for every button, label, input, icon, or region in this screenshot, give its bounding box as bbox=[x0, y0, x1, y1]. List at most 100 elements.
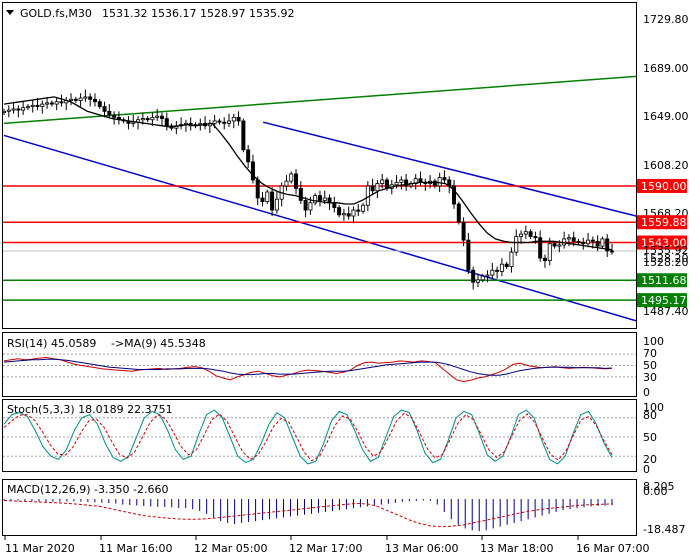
candle-body bbox=[485, 274, 490, 277]
rsi-label: RSI(14) 45.0589 bbox=[7, 337, 96, 350]
candle-body bbox=[442, 177, 447, 181]
rsi-lines bbox=[3, 356, 613, 383]
candle-body bbox=[394, 181, 399, 186]
price-tick: 1689.00 bbox=[643, 62, 689, 75]
candle-body bbox=[519, 233, 524, 237]
rsi-tick: 50 bbox=[643, 359, 657, 372]
candle-body bbox=[452, 185, 457, 205]
rsi-series-line bbox=[3, 358, 613, 376]
candle-body bbox=[54, 101, 59, 105]
rsi-tick: 100 bbox=[643, 335, 664, 348]
candle-body bbox=[547, 243, 552, 261]
time-tick: 12 Mar 05:00 bbox=[194, 542, 267, 555]
macd-tick: 8.205 bbox=[643, 480, 675, 493]
candle-body bbox=[16, 108, 21, 111]
candle-body bbox=[164, 118, 169, 127]
candle-body bbox=[499, 263, 504, 272]
time-tick: 11 Mar 2020 bbox=[5, 542, 75, 555]
level-label-text: 1590.00 bbox=[641, 180, 687, 193]
candle-body bbox=[270, 191, 275, 211]
rsi-tick: 0 bbox=[643, 386, 650, 399]
level-label-box bbox=[637, 293, 687, 308]
candle-body bbox=[590, 239, 595, 242]
dropdown-triangle-icon[interactable] bbox=[6, 10, 14, 15]
current-price-label: 1535.92 bbox=[643, 244, 689, 257]
candle-body bbox=[92, 98, 97, 103]
candle-body bbox=[246, 149, 251, 163]
candle-body bbox=[102, 106, 107, 112]
candle-body bbox=[227, 120, 232, 124]
candle-body bbox=[308, 202, 313, 211]
trendline-blue-channel-top bbox=[262, 121, 637, 217]
candle-body bbox=[241, 120, 246, 151]
candle-body bbox=[600, 238, 605, 247]
candle-body bbox=[384, 179, 389, 189]
candle-body bbox=[40, 103, 45, 107]
candle-body bbox=[538, 237, 543, 259]
stoch-tick: 80 bbox=[643, 409, 657, 422]
candle-body bbox=[562, 238, 567, 246]
stoch-lines bbox=[3, 409, 613, 465]
candle-body bbox=[107, 110, 112, 116]
candle-body bbox=[475, 279, 480, 283]
level-label-box bbox=[637, 215, 687, 230]
price-tick: 1487.40 bbox=[643, 305, 689, 318]
stoch-tick: 20 bbox=[643, 453, 657, 466]
candle-body bbox=[509, 251, 514, 268]
stoch-grid bbox=[3, 417, 636, 457]
candle-body bbox=[317, 195, 322, 201]
candle-body bbox=[356, 209, 361, 212]
candle-body bbox=[2, 110, 7, 113]
stoch-tick: 100 bbox=[643, 401, 664, 414]
rsi-tick: 70 bbox=[643, 347, 657, 360]
candle-body bbox=[303, 200, 308, 211]
candle-body bbox=[217, 120, 222, 123]
candle-body bbox=[294, 173, 299, 189]
candle-body bbox=[78, 97, 83, 101]
candle-body bbox=[404, 179, 409, 187]
candle-body bbox=[30, 104, 35, 107]
candle-body bbox=[83, 96, 88, 99]
stoch-series-line bbox=[3, 409, 613, 465]
macd-axis: 8.205 0.00 -18.487 bbox=[643, 480, 685, 536]
candle-body bbox=[595, 240, 600, 247]
candle-body bbox=[351, 209, 356, 217]
candle-body bbox=[542, 257, 547, 261]
candle-body bbox=[11, 108, 16, 111]
macd-signal-line bbox=[3, 500, 613, 528]
stoch-tick: 50 bbox=[643, 431, 657, 444]
rsi-grid bbox=[3, 353, 636, 378]
candle-body bbox=[337, 207, 342, 216]
rsi-panel[interactable] bbox=[2, 332, 637, 397]
candle-body bbox=[533, 236, 538, 239]
level-label-text: 1511.68 bbox=[641, 274, 687, 287]
candle-body bbox=[212, 120, 217, 124]
rsi-tick: 30 bbox=[643, 371, 657, 384]
moving-average-line bbox=[3, 96, 613, 251]
level-label-text: 1543.00 bbox=[641, 237, 687, 250]
candle-body bbox=[610, 250, 615, 253]
candle-body bbox=[523, 231, 528, 235]
trendline-blue-channel-bottom bbox=[3, 134, 637, 322]
candle-body bbox=[222, 121, 227, 124]
candle-body bbox=[586, 239, 591, 245]
rsi-axis: 100 70 50 30 0 bbox=[643, 335, 664, 399]
stoch-label: Stoch(5,3,3) 18.0189 22.3751 bbox=[7, 403, 173, 416]
candle-body bbox=[45, 102, 50, 105]
price-axis: 1729.80 1689.00 1649.00 1608.20 1568.20 … bbox=[643, 13, 689, 318]
time-tick: 13 Mar 18:00 bbox=[480, 542, 553, 555]
candle-body bbox=[504, 263, 509, 268]
candle-body bbox=[260, 197, 265, 203]
candle-body bbox=[437, 177, 442, 187]
candle-body bbox=[236, 116, 241, 122]
candle-body bbox=[69, 98, 74, 101]
time-tick: 13 Mar 06:00 bbox=[385, 542, 458, 555]
candle-body bbox=[576, 240, 581, 243]
macd-label: MACD(12,26,9) -3.350 -2.660 bbox=[7, 483, 168, 496]
candle-body bbox=[552, 243, 557, 247]
candle-body bbox=[332, 202, 337, 209]
candle-body bbox=[495, 269, 500, 272]
candle-body bbox=[341, 213, 346, 216]
candle-body bbox=[265, 191, 270, 203]
